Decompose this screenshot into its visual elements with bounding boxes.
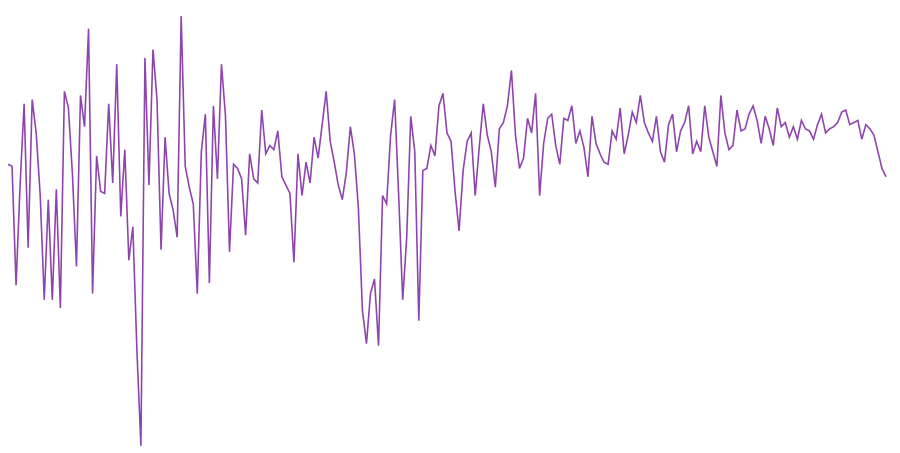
series-layer [7,16,887,446]
series-line-1 [7,16,887,446]
